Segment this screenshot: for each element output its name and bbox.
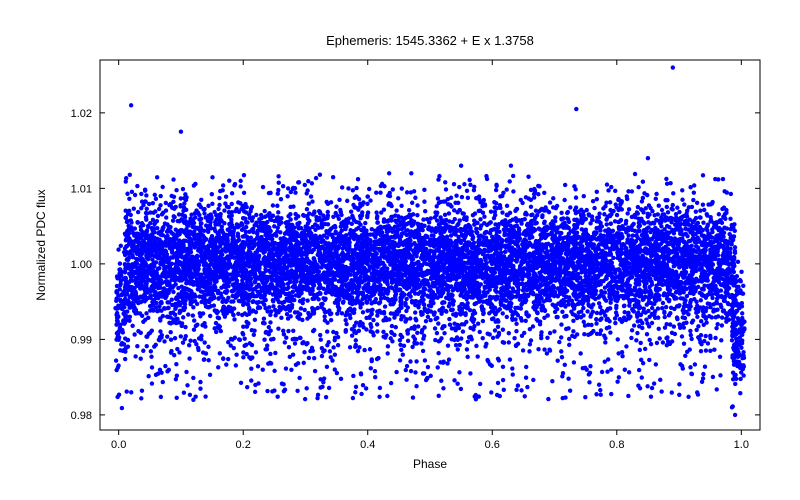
xtick-label: 0.4 (360, 439, 375, 451)
xtick-label: 0.2 (236, 439, 251, 451)
ytick-label: 1.01 (71, 183, 92, 195)
ytick-label: 1.02 (71, 108, 92, 120)
scatter-plot: 0.0 0.2 0.4 0.6 0.8 1.0 0.98 0.99 1.00 1.01 1.02 Ph… (0, 0, 800, 500)
xtick-label: 1.0 (734, 439, 749, 451)
xtick-label: 0.6 (485, 439, 500, 451)
ytick-label: 1.00 (71, 259, 92, 271)
ytick-label: 0.98 (71, 410, 92, 422)
ytick-label: 0.99 (71, 334, 92, 346)
xtick-label: 0.0 (111, 439, 126, 451)
xtick-label: 0.8 (609, 439, 624, 451)
chart-container: 0.0 0.2 0.4 0.6 0.8 1.0 0.98 0.99 1.00 1.01 1.02 Ph… (0, 0, 800, 500)
y-axis-label: Normalized PDC flux (34, 189, 48, 300)
chart-title: Ephemeris: 1545.3362 + E x 1.3758 (326, 33, 534, 48)
x-axis-label: Phase (413, 457, 447, 471)
